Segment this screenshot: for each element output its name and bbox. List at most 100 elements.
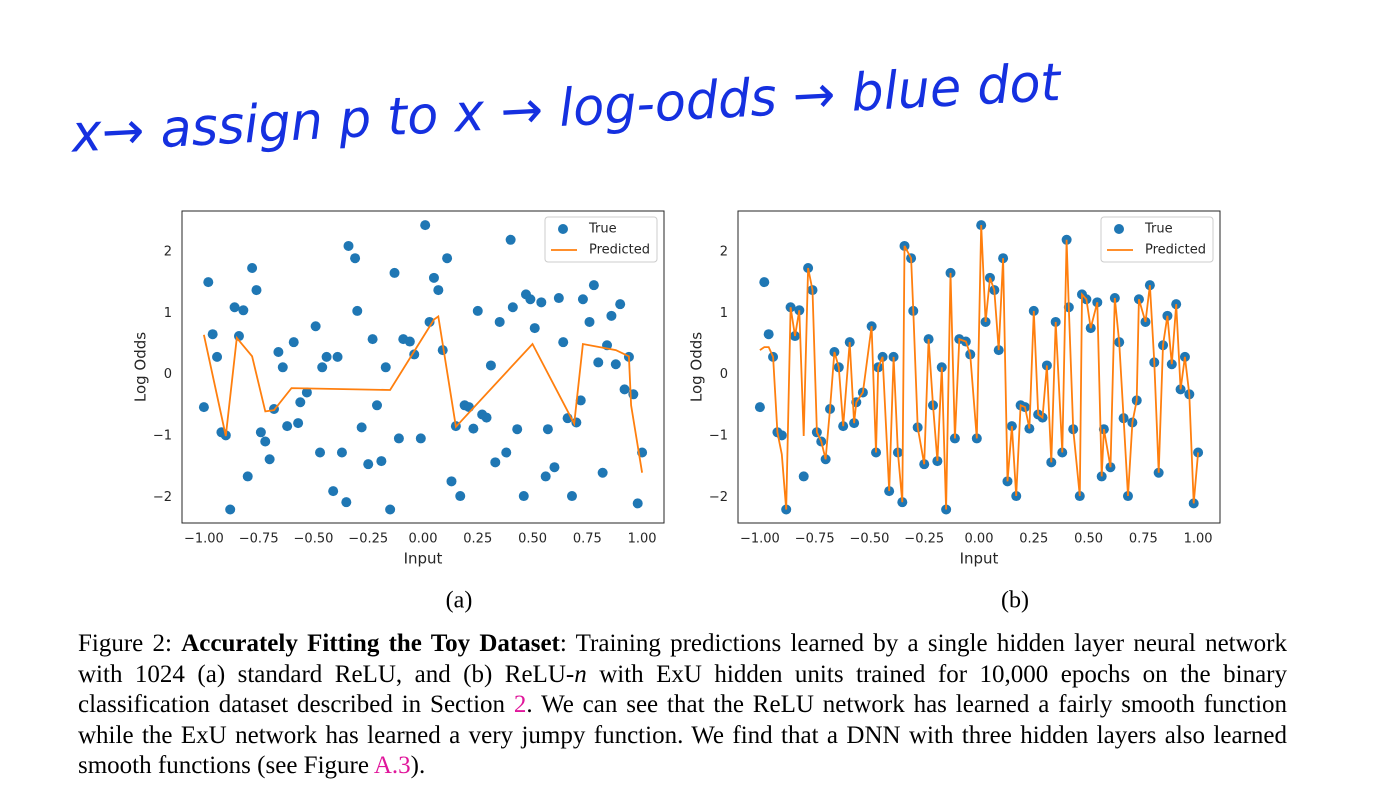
prediction-line: [759, 225, 1199, 510]
x-tick-label: 0.75: [1129, 532, 1158, 547]
scatter-point: [393, 433, 404, 444]
scatter-point: [371, 400, 382, 411]
caption-link[interactable]: 2: [513, 691, 527, 718]
figure-caption: Figure 2: Accurately Fitting the Toy Dat…: [78, 629, 1287, 782]
scatter-point: [198, 402, 209, 413]
scatter-point: [798, 471, 809, 482]
scatter-point: [424, 316, 435, 327]
y-tick-label: −1: [709, 428, 728, 443]
scatter-point: [301, 387, 312, 398]
scatter-point: [255, 427, 266, 438]
legend-marker: [1114, 224, 1124, 234]
scatter-point: [1153, 467, 1164, 478]
scatter-point: [490, 457, 501, 468]
x-axis-label: Input: [960, 550, 999, 568]
scatter-point: [619, 384, 630, 395]
scatter-point: [242, 471, 253, 482]
scatter-point: [485, 360, 496, 371]
scatter-point: [273, 346, 284, 357]
y-tick-label: 2: [720, 245, 728, 260]
scatter-point: [501, 447, 512, 458]
figure: x→ assign p to x → log-odds → blue dot −…: [68, 53, 1221, 614]
x-tick-label: 0.75: [573, 532, 602, 547]
x-tick-label: 0.50: [518, 532, 547, 547]
x-tick-label: −0.25: [348, 532, 388, 547]
scatter-point: [455, 491, 466, 502]
scatter-point: [352, 305, 363, 316]
plot-frame: [737, 210, 1221, 524]
scatter-point: [385, 504, 396, 515]
scatter-point: [288, 337, 299, 348]
y-tick-label: 0: [720, 367, 728, 382]
subcaption: (a): [446, 588, 473, 614]
scatter-point: [433, 285, 444, 296]
plot-frame: [181, 210, 665, 524]
scatter-point: [632, 498, 643, 509]
y-tick-label: 1: [164, 306, 172, 321]
y-tick-label: 2: [164, 245, 172, 260]
y-tick-label: 1: [720, 306, 728, 321]
scatter-point: [315, 447, 326, 458]
scatter-point: [584, 316, 595, 327]
prediction-line: [203, 314, 643, 473]
caption-bold: Accurately Fitting the Toy Dataset: [181, 630, 560, 657]
legend-label: True: [1144, 222, 1173, 237]
scatter-point: [610, 359, 621, 370]
scatter-point: [321, 351, 332, 362]
scatter-point: [558, 337, 569, 348]
legend-marker: [558, 224, 568, 234]
x-tick-label: −0.25: [904, 532, 944, 547]
scatter-point: [525, 294, 536, 305]
scatter-point: [759, 277, 770, 288]
scatter-point: [505, 234, 516, 245]
caption-text: Figure 2:: [78, 630, 182, 657]
scatter-point: [317, 362, 328, 373]
scatter-point: [277, 362, 288, 373]
scatter-point: [336, 447, 347, 458]
scatter-point: [529, 323, 540, 334]
caption-link[interactable]: A.3: [373, 752, 411, 779]
scatter-point: [415, 433, 426, 444]
scatter-point: [597, 467, 608, 478]
legend-label: Predicted: [589, 243, 650, 258]
scatter-point: [754, 402, 765, 413]
legend-label: True: [588, 222, 617, 237]
scatter-point: [518, 491, 529, 502]
y-axis-label: Log Odds: [688, 332, 706, 402]
caption-text: with ExU hidden units trained for 10,000…: [78, 660, 1287, 719]
scatter-point: [295, 397, 306, 408]
scatter-point: [472, 305, 483, 316]
x-tick-label: 0.00: [409, 532, 438, 547]
x-tick-label: 0.25: [463, 532, 492, 547]
scatter-point: [615, 299, 626, 310]
scatter-point: [363, 459, 374, 470]
scatter-point: [203, 277, 214, 288]
scatter-point: [420, 220, 431, 231]
x-axis-label: Input: [404, 550, 443, 568]
x-tick-label: −0.50: [850, 532, 890, 547]
scatter-point: [376, 456, 387, 467]
x-tick-label: −0.75: [239, 532, 279, 547]
scatter-point: [446, 476, 457, 487]
x-tick-label: −1.00: [184, 532, 224, 547]
subcaption: (b): [1001, 588, 1029, 614]
scatter-point: [512, 424, 523, 435]
scatter-point: [310, 321, 321, 332]
scatter-point: [343, 240, 354, 251]
scatter-point: [549, 462, 560, 473]
scatter-point: [332, 351, 343, 362]
caption-text: : Training predictions learned by a sing…: [78, 630, 1288, 688]
caption-text: . We can see that the ReLU network has l…: [78, 691, 1288, 779]
legend-label: Predicted: [1145, 243, 1206, 258]
x-tick-label: 1.00: [1184, 532, 1213, 547]
y-tick-label: 0: [164, 367, 172, 382]
scatter-point: [356, 422, 367, 433]
scatter-point: [593, 357, 604, 368]
x-tick-label: −0.75: [795, 532, 835, 547]
scatter-point: [606, 310, 617, 321]
scatter-point: [404, 336, 415, 347]
scatter-point: [566, 491, 577, 502]
x-tick-label: 0.00: [965, 532, 994, 547]
y-axis-label: Log Odds: [132, 332, 150, 402]
